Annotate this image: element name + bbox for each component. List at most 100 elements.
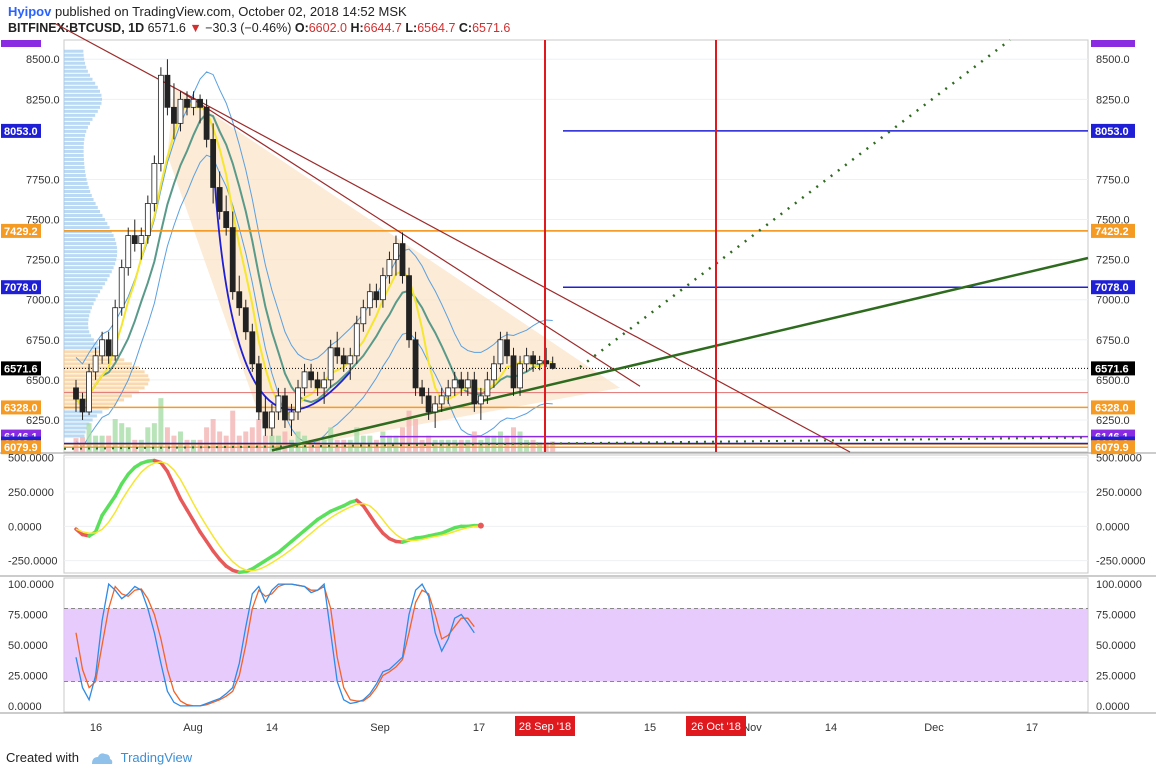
volume-profile-bar <box>64 105 101 109</box>
y-tick-right: 8250.0 <box>1096 94 1130 106</box>
volume-bar <box>249 427 255 452</box>
candle-body <box>366 291 373 309</box>
volume-profile-bar <box>64 173 86 177</box>
momentum-tick-left: 0.0000 <box>8 521 42 533</box>
down-arrow-icon: ▼ <box>189 21 202 35</box>
x-tick: 14 <box>825 722 837 734</box>
momentum-segment <box>93 513 104 534</box>
candle-body <box>275 395 282 413</box>
volume-profile-bar <box>64 185 89 189</box>
candle-body <box>177 98 184 124</box>
high-value: 6644.7 <box>363 21 402 35</box>
momentum-tick-right: 500.0000 <box>1096 453 1142 465</box>
volume-bar <box>354 427 360 452</box>
momentum-segment <box>159 460 170 474</box>
dotted-projection-line <box>579 39 1011 369</box>
momentum-segment <box>211 549 222 562</box>
symbol-label[interactable]: BITFINEX:BTCUSD, 1D <box>8 21 145 35</box>
candle-body <box>380 275 386 301</box>
volume-profile-bar <box>64 109 98 113</box>
low-label: L: <box>405 21 418 35</box>
candle-body <box>151 163 158 204</box>
volume-bar <box>445 439 451 452</box>
candle-body <box>510 355 517 389</box>
price-label-box-left <box>1 123 41 138</box>
candle-body <box>523 355 530 365</box>
candle-body <box>497 339 504 365</box>
volume-profile-bar <box>64 390 139 394</box>
volume-profile-bar <box>64 189 91 193</box>
volume-profile-bar <box>64 306 92 310</box>
candle-body <box>112 307 119 357</box>
volume-bar <box>138 439 144 452</box>
price-label: 6571.6 <box>1095 363 1129 375</box>
stochastic-tick-right: 75.0000 <box>1096 610 1136 622</box>
volume-bar <box>406 410 412 452</box>
candle-body <box>327 347 334 381</box>
tradingview-brand[interactable]: TradingView <box>120 750 193 765</box>
volume-profile-bar <box>64 93 102 97</box>
volume-profile-bar <box>64 210 101 214</box>
volume-profile-bar <box>64 290 101 294</box>
publish-info: Hyipov published on TradingView.com, Oct… <box>8 4 407 19</box>
candle-body <box>412 339 419 389</box>
volume-profile-bar <box>64 65 87 69</box>
volume-bar <box>217 431 223 452</box>
stochastic-d-line <box>75 583 475 707</box>
stochastic-tick-right: 0.0000 <box>1096 701 1130 713</box>
volume-profile-bar <box>64 294 98 298</box>
volume-profile-bar <box>64 49 84 53</box>
candle-body <box>386 259 393 277</box>
candle-body <box>491 363 497 381</box>
volume-profile-bar <box>64 85 98 89</box>
candle-body <box>406 275 412 341</box>
volume-profile-bar <box>64 238 116 242</box>
candle-body <box>92 355 99 373</box>
volume-profile-bar <box>64 234 114 238</box>
x-tick: 15 <box>644 722 656 734</box>
time-marker-label: 28 Sep '18 <box>519 721 571 733</box>
x-tick: Sep <box>370 722 390 734</box>
volume-bar <box>308 439 314 452</box>
candle-body <box>255 363 262 413</box>
volume-profile-bar <box>64 61 86 65</box>
volume-profile-bar <box>64 426 88 430</box>
momentum-segment <box>374 523 385 535</box>
volume-profile-bar <box>64 169 86 173</box>
momentum-segment <box>204 539 215 553</box>
momentum-tick-right: -250.0000 <box>1096 556 1146 568</box>
volume-bar <box>73 438 79 452</box>
volume-profile-bar <box>64 246 117 250</box>
candle-body <box>216 187 223 212</box>
candle-body <box>138 235 145 244</box>
volume-profile-bar <box>64 298 96 302</box>
candle-body <box>340 355 347 365</box>
volume-bar <box>282 431 288 452</box>
stochastic-tick-left: 25.0000 <box>8 670 48 682</box>
candle-body <box>399 243 406 277</box>
volume-bar <box>256 419 262 452</box>
price-label-box <box>1091 361 1135 376</box>
volume-profile-bar <box>64 366 140 370</box>
candle-body <box>314 379 321 389</box>
candle-body <box>471 379 478 405</box>
candle-body <box>347 355 354 365</box>
volume-profile-bar <box>64 57 85 61</box>
volume-profile-bar <box>64 161 85 165</box>
candle-body <box>517 363 523 389</box>
price-label: 8053.0 <box>1095 126 1129 138</box>
candle-body <box>229 227 236 293</box>
author-name[interactable]: Hyipov <box>8 4 52 19</box>
volume-profile-bar <box>64 270 112 274</box>
volume-profile-bar <box>64 129 87 133</box>
y-tick-left: 7750.0 <box>26 174 60 186</box>
candle-body <box>425 395 432 413</box>
volume-profile-bar <box>64 418 93 422</box>
volume-bar <box>125 427 131 452</box>
candle-body <box>242 307 249 333</box>
volume-profile-bar <box>64 133 86 137</box>
volume-profile-bar <box>64 181 88 185</box>
momentum-segment <box>361 504 372 518</box>
y-tick-right: 7750.0 <box>1096 174 1130 186</box>
